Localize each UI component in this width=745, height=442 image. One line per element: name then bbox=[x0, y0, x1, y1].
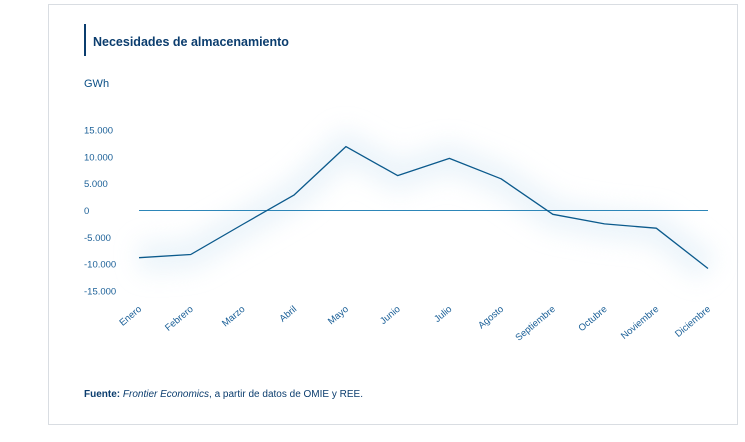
line-glow bbox=[138, 128, 718, 281]
x-axis-ticks: Enero Febrero Marzo Abril Mayo Junio Julio Agos… bbox=[117, 304, 712, 344]
source-label: Fuente: bbox=[84, 389, 121, 400]
x-tick-label: Mayo bbox=[326, 304, 351, 327]
x-tick-label: Marzo bbox=[220, 304, 247, 329]
line-glow-path bbox=[138, 128, 718, 281]
series-line bbox=[138, 145, 709, 270]
x-tick-label: Noviembre bbox=[619, 304, 661, 342]
y-tick-label: -15.000 bbox=[84, 287, 116, 298]
y-tick-label: -10.000 bbox=[84, 260, 116, 271]
source-rest: , a partir de datos de OMIE y REE. bbox=[209, 389, 363, 400]
source-org: Frontier Economics bbox=[122, 389, 210, 400]
source-note: Fuente: Frontier Economics, a partir de … bbox=[84, 389, 363, 400]
x-tick-label: Enero bbox=[117, 304, 143, 329]
x-tick-label: Junio bbox=[378, 304, 402, 327]
y-tick-label: 10.000 bbox=[84, 152, 113, 163]
y-tick-label: 0 bbox=[84, 206, 89, 217]
y-tick-label: -5.000 bbox=[84, 233, 111, 244]
x-tick-label: Febrero bbox=[163, 304, 196, 334]
y-axis-ticks: 15.000 10.000 5.000 0 -5.000 -10.000 -15.000 bbox=[84, 126, 116, 298]
x-tick-label: Agosto bbox=[476, 304, 506, 331]
y-tick-label: 5.000 bbox=[84, 179, 108, 190]
title-accent-bar bbox=[84, 24, 86, 56]
chart-title: Necesidades de almacenamiento bbox=[93, 35, 289, 49]
x-tick-label: Abril bbox=[277, 304, 299, 325]
x-tick-label: Octubre bbox=[577, 304, 610, 334]
x-tick-label: Septiembre bbox=[513, 304, 557, 344]
x-tick-label: Julio bbox=[432, 304, 454, 325]
y-tick-label: 15.000 bbox=[84, 126, 113, 137]
y-axis-label: GWh bbox=[84, 78, 110, 90]
x-tick-label: Diciembre bbox=[673, 304, 713, 340]
